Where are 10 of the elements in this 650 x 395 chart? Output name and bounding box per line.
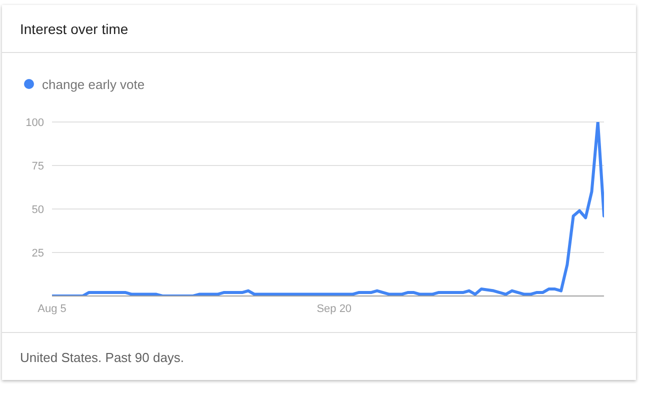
chart-title: Interest over time — [2, 5, 636, 53]
legend-label: change early vote — [42, 76, 145, 92]
y-tick-label: 25 — [32, 247, 44, 260]
line-series — [52, 122, 604, 296]
y-tick-label: 50 — [32, 204, 44, 216]
y-tick-label: 100 — [26, 116, 44, 129]
x-tick-label: Aug 5 — [38, 302, 66, 315]
x-tick-label: Sep 20 — [316, 302, 352, 315]
y-tick-label: 75 — [32, 160, 44, 172]
text: United States. Past 90 days. — [20, 350, 184, 364]
